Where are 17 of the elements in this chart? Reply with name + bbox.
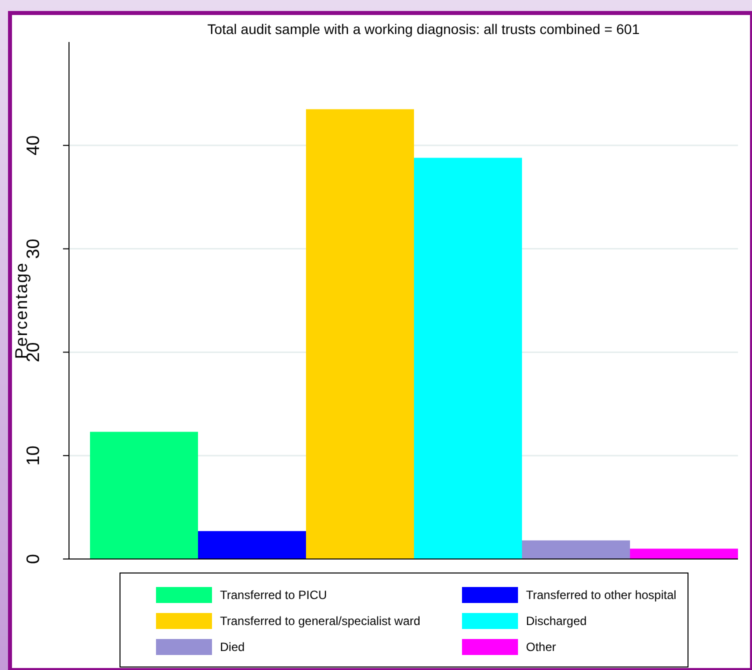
bar [198, 531, 306, 559]
legend-label: Transferred to PICU [220, 588, 327, 602]
bar [90, 432, 198, 559]
bar [630, 548, 738, 559]
bar [306, 109, 414, 559]
bar [522, 540, 630, 559]
y-tick-label: 40 [23, 135, 43, 156]
legend-label: Transferred to general/specialist ward [220, 614, 420, 628]
legend-label: Died [220, 640, 245, 654]
y-tick-label: 0 [23, 554, 43, 564]
legend-label: Discharged [526, 614, 587, 628]
bar [414, 158, 522, 559]
chart-title: Total audit sample with a working diagnosis: all trusts combined = 601 [207, 21, 640, 37]
legend-label: Other [526, 640, 556, 654]
y-tick-label: 30 [23, 238, 43, 259]
legend-label: Transferred to other hospital [526, 588, 676, 602]
y-tick-label: 10 [23, 446, 43, 466]
